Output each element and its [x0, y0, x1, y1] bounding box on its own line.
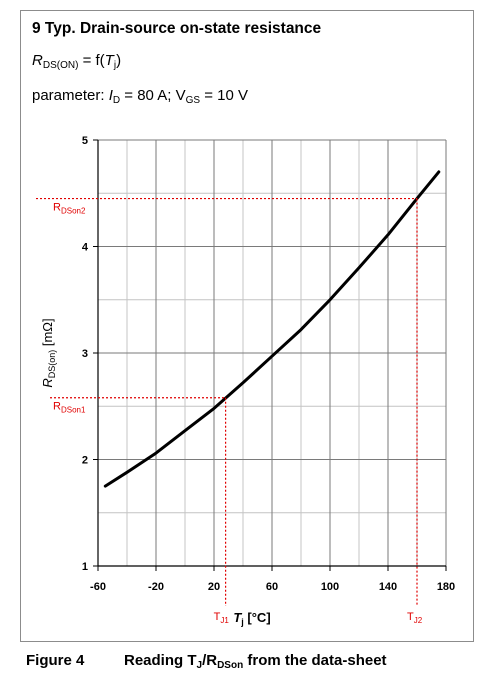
vgs-value: = 10 V [204, 87, 249, 104]
caption-sub-j: J [196, 660, 203, 671]
function-eq: = f( [82, 52, 105, 69]
x-tick-label: -60 [90, 581, 106, 593]
tj1-label: TJ1 [214, 611, 230, 625]
function-line: RDS(ON) = f(Tj) [32, 52, 121, 71]
vgs-symbol: V [175, 87, 186, 104]
id-symbol: I [108, 87, 113, 104]
figure-frame [20, 10, 474, 642]
y-tick-label: 4 [82, 242, 89, 254]
parameter-line: parameter: ID = 80 A; VGS = 10 V [32, 87, 248, 106]
rdson1-label: RDSon1 [53, 401, 86, 415]
y-axis-label: RDS(on) [mΩ] [40, 318, 57, 387]
y-tick-label: 5 [82, 135, 88, 147]
function-symbol: R [32, 52, 43, 69]
figure-caption: Figure 4 Reading TJ/RDSon from the data-s… [26, 652, 387, 671]
x-tick-label: 180 [437, 581, 455, 593]
x-tick-label: -20 [148, 581, 164, 593]
vgs-sub: GS [185, 95, 201, 106]
tj2-label: TJ2 [407, 611, 423, 625]
x-axis-label: Tj [°C] [233, 610, 270, 627]
caption-text-suffix: from the data-sheet [243, 652, 387, 669]
id-sub: D [112, 95, 121, 106]
x-tick-label: 100 [321, 581, 339, 593]
y-tick-label: 2 [82, 455, 88, 467]
caption-text-prefix: Reading T [124, 652, 197, 669]
function-arg-sub: j [113, 60, 117, 71]
function-arg: T [104, 52, 114, 69]
function-symbol-sub: DS(ON) [42, 60, 79, 71]
parameter-prefix: parameter: [32, 87, 109, 104]
function-close: ) [116, 52, 122, 69]
caption-number: Figure 4 [26, 652, 85, 669]
figure-title: 9 Typ. Drain-source on-state resistance [32, 20, 322, 37]
id-value: = 80 A; [124, 87, 176, 104]
x-tick-label: 20 [208, 581, 220, 593]
y-tick-label: 3 [82, 348, 88, 360]
rdson2-label: RDSon2 [53, 202, 86, 216]
caption-text-mid: /R [202, 652, 218, 669]
series-line [103, 170, 441, 488]
x-tick-label: 140 [379, 581, 397, 593]
y-tick-label: 1 [82, 561, 88, 573]
caption-sub-dson: DSon [217, 660, 244, 671]
x-tick-label: 60 [266, 581, 278, 593]
